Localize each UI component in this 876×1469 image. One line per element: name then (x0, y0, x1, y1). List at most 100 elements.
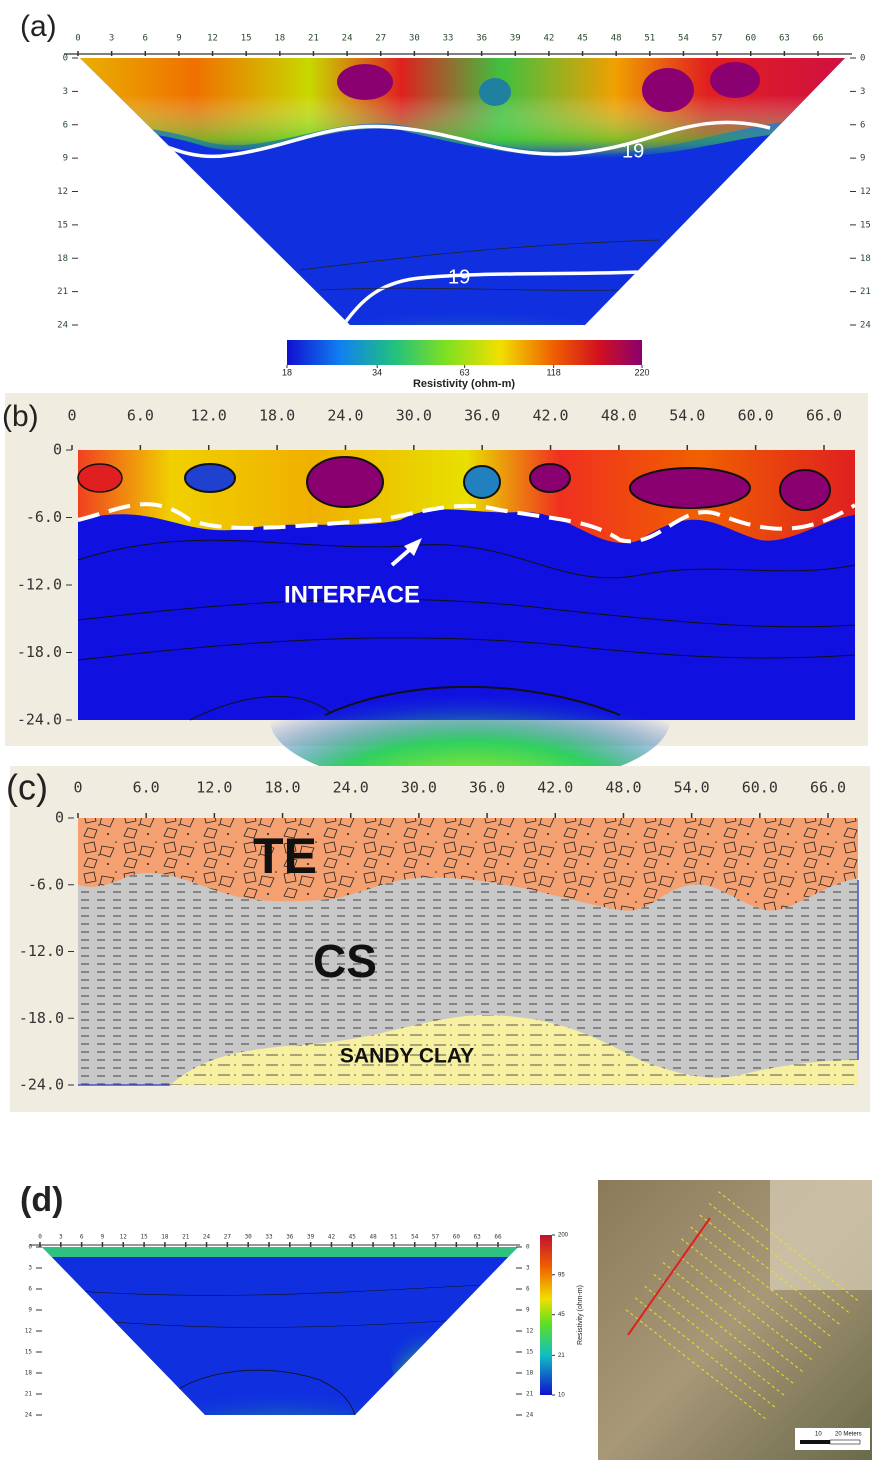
x-tick-label: 0 (75, 34, 80, 44)
x-tick-label: 6.0 (133, 779, 160, 797)
x-tick-label: 21 (182, 1234, 190, 1241)
colorbar-tick-label: 45 (558, 1312, 565, 1318)
x-tick-label: 24 (203, 1234, 211, 1241)
x-tick-label: 60.0 (742, 779, 778, 797)
colorbar-tick-label: 200 (558, 1233, 569, 1239)
x-tick-label: 54 (678, 34, 689, 44)
annotation: INTERFACE (284, 581, 420, 608)
y-tick-label: -24.0 (17, 711, 62, 729)
x-tick-label: 18 (161, 1234, 169, 1241)
layer-label: CS (313, 935, 377, 987)
y-tick-label: 6 (526, 1286, 530, 1293)
x-tick-label: 48 (369, 1234, 377, 1241)
x-tick-label: 36 (286, 1234, 294, 1241)
x-tick-label: 39 (510, 34, 521, 44)
x-tick-label: 60 (453, 1234, 461, 1241)
y-tick-label: -24.0 (19, 1076, 64, 1094)
x-tick-label: 51 (390, 1234, 398, 1241)
x-tick-label: 42 (328, 1234, 336, 1241)
x-tick-label: 48 (611, 34, 622, 44)
x-tick-label: 42.0 (537, 779, 573, 797)
colorbar-tick-label: 34 (372, 367, 382, 377)
y-tick-label: 15 (860, 220, 871, 230)
x-tick-label: 36.0 (464, 407, 500, 425)
figure: (a) 19 19 Resistivity (ohm-m) (b) INTERF… (0, 0, 876, 1464)
x-tick-label: 42.0 (532, 407, 568, 425)
y-tick-label: 0 (526, 1244, 530, 1251)
y-tick-label: 6 (28, 1286, 32, 1293)
x-tick-label: 54 (411, 1234, 419, 1241)
contour-label: 19 (622, 140, 644, 162)
x-tick-label: 66.0 (806, 407, 842, 425)
x-tick-label: 48.0 (601, 407, 637, 425)
colorbar-tick-label: 18 (282, 367, 292, 377)
y-tick-label: -6.0 (26, 508, 62, 526)
y-tick-label: -12.0 (17, 576, 62, 594)
colorbar-tick-label: 10 (558, 1393, 565, 1399)
y-tick-label: 0 (28, 1244, 32, 1251)
x-tick-label: 15 (140, 1234, 148, 1241)
y-tick-label: 18 (57, 254, 68, 264)
x-tick-label: 24 (342, 34, 353, 44)
layer-label: SANDY CLAY (340, 1045, 474, 1068)
y-tick-label: 12 (57, 187, 68, 197)
layer-label: TE (253, 828, 317, 884)
y-tick-label: -18.0 (17, 643, 62, 661)
x-tick-label: 15 (241, 34, 252, 44)
y-tick-label: 3 (63, 87, 68, 97)
y-tick-label: 24 (25, 1412, 33, 1419)
y-tick-label: -6.0 (28, 875, 64, 893)
y-tick-label: 15 (25, 1349, 33, 1356)
x-tick-label: 54.0 (669, 407, 705, 425)
colorbar-label: Resistivity (ohm-m) (577, 1285, 584, 1345)
x-tick-label: 51 (644, 34, 655, 44)
y-tick-label: 9 (860, 154, 865, 164)
y-tick-label: 9 (63, 154, 68, 164)
x-tick-label: 0 (38, 1234, 42, 1241)
y-tick-label: 6 (63, 120, 68, 130)
panel-label: (c) (6, 767, 48, 808)
y-tick-label: 12 (25, 1328, 33, 1335)
y-tick-label: 15 (57, 220, 68, 230)
colorbar-tick-label: 95 (558, 1272, 565, 1278)
x-tick-label: 0 (73, 779, 82, 797)
x-tick-label: 30 (245, 1234, 253, 1241)
panel-label: (a) (20, 10, 57, 43)
scale-label: 20 Meters (835, 1432, 862, 1438)
x-tick-label: 18.0 (264, 779, 300, 797)
x-tick-label: 63 (474, 1234, 482, 1241)
y-tick-label: -12.0 (19, 942, 64, 960)
x-tick-label: 6 (143, 34, 148, 44)
map-image (598, 1180, 872, 1460)
y-tick-label: 24 (860, 321, 871, 331)
y-tick-label: 18 (860, 254, 871, 264)
y-tick-label: 24 (526, 1412, 534, 1419)
x-tick-label: 48.0 (605, 779, 641, 797)
x-tick-label: 6 (80, 1234, 84, 1241)
x-tick-label: 12.0 (196, 779, 232, 797)
colorbar-tick-label: 220 (634, 367, 649, 377)
x-tick-label: 60 (745, 34, 756, 44)
x-tick-label: 0 (67, 407, 76, 425)
y-tick-label: 18 (526, 1370, 534, 1377)
x-tick-label: 66 (494, 1234, 502, 1241)
colorbar (540, 1235, 552, 1395)
x-tick-label: 36.0 (469, 779, 505, 797)
y-tick-label: 24 (57, 321, 68, 331)
x-tick-label: 18.0 (259, 407, 295, 425)
y-tick-label: 3 (28, 1265, 32, 1272)
x-tick-label: 12 (120, 1234, 128, 1241)
x-tick-label: 36 (476, 34, 487, 44)
x-tick-label: 18 (274, 34, 285, 44)
colorbar-label: Resistivity (ohm-m) (413, 378, 515, 390)
x-tick-label: 30 (409, 34, 420, 44)
x-tick-label: 9 (176, 34, 181, 44)
x-tick-label: 24.0 (333, 779, 369, 797)
scale-label: 10 (815, 1432, 822, 1438)
x-tick-label: 57 (712, 34, 723, 44)
x-tick-label: 27 (375, 34, 386, 44)
x-tick-label: 63 (779, 34, 790, 44)
y-tick-label: 3 (860, 87, 865, 97)
x-tick-label: 12 (207, 34, 218, 44)
x-tick-label: 12.0 (191, 407, 227, 425)
